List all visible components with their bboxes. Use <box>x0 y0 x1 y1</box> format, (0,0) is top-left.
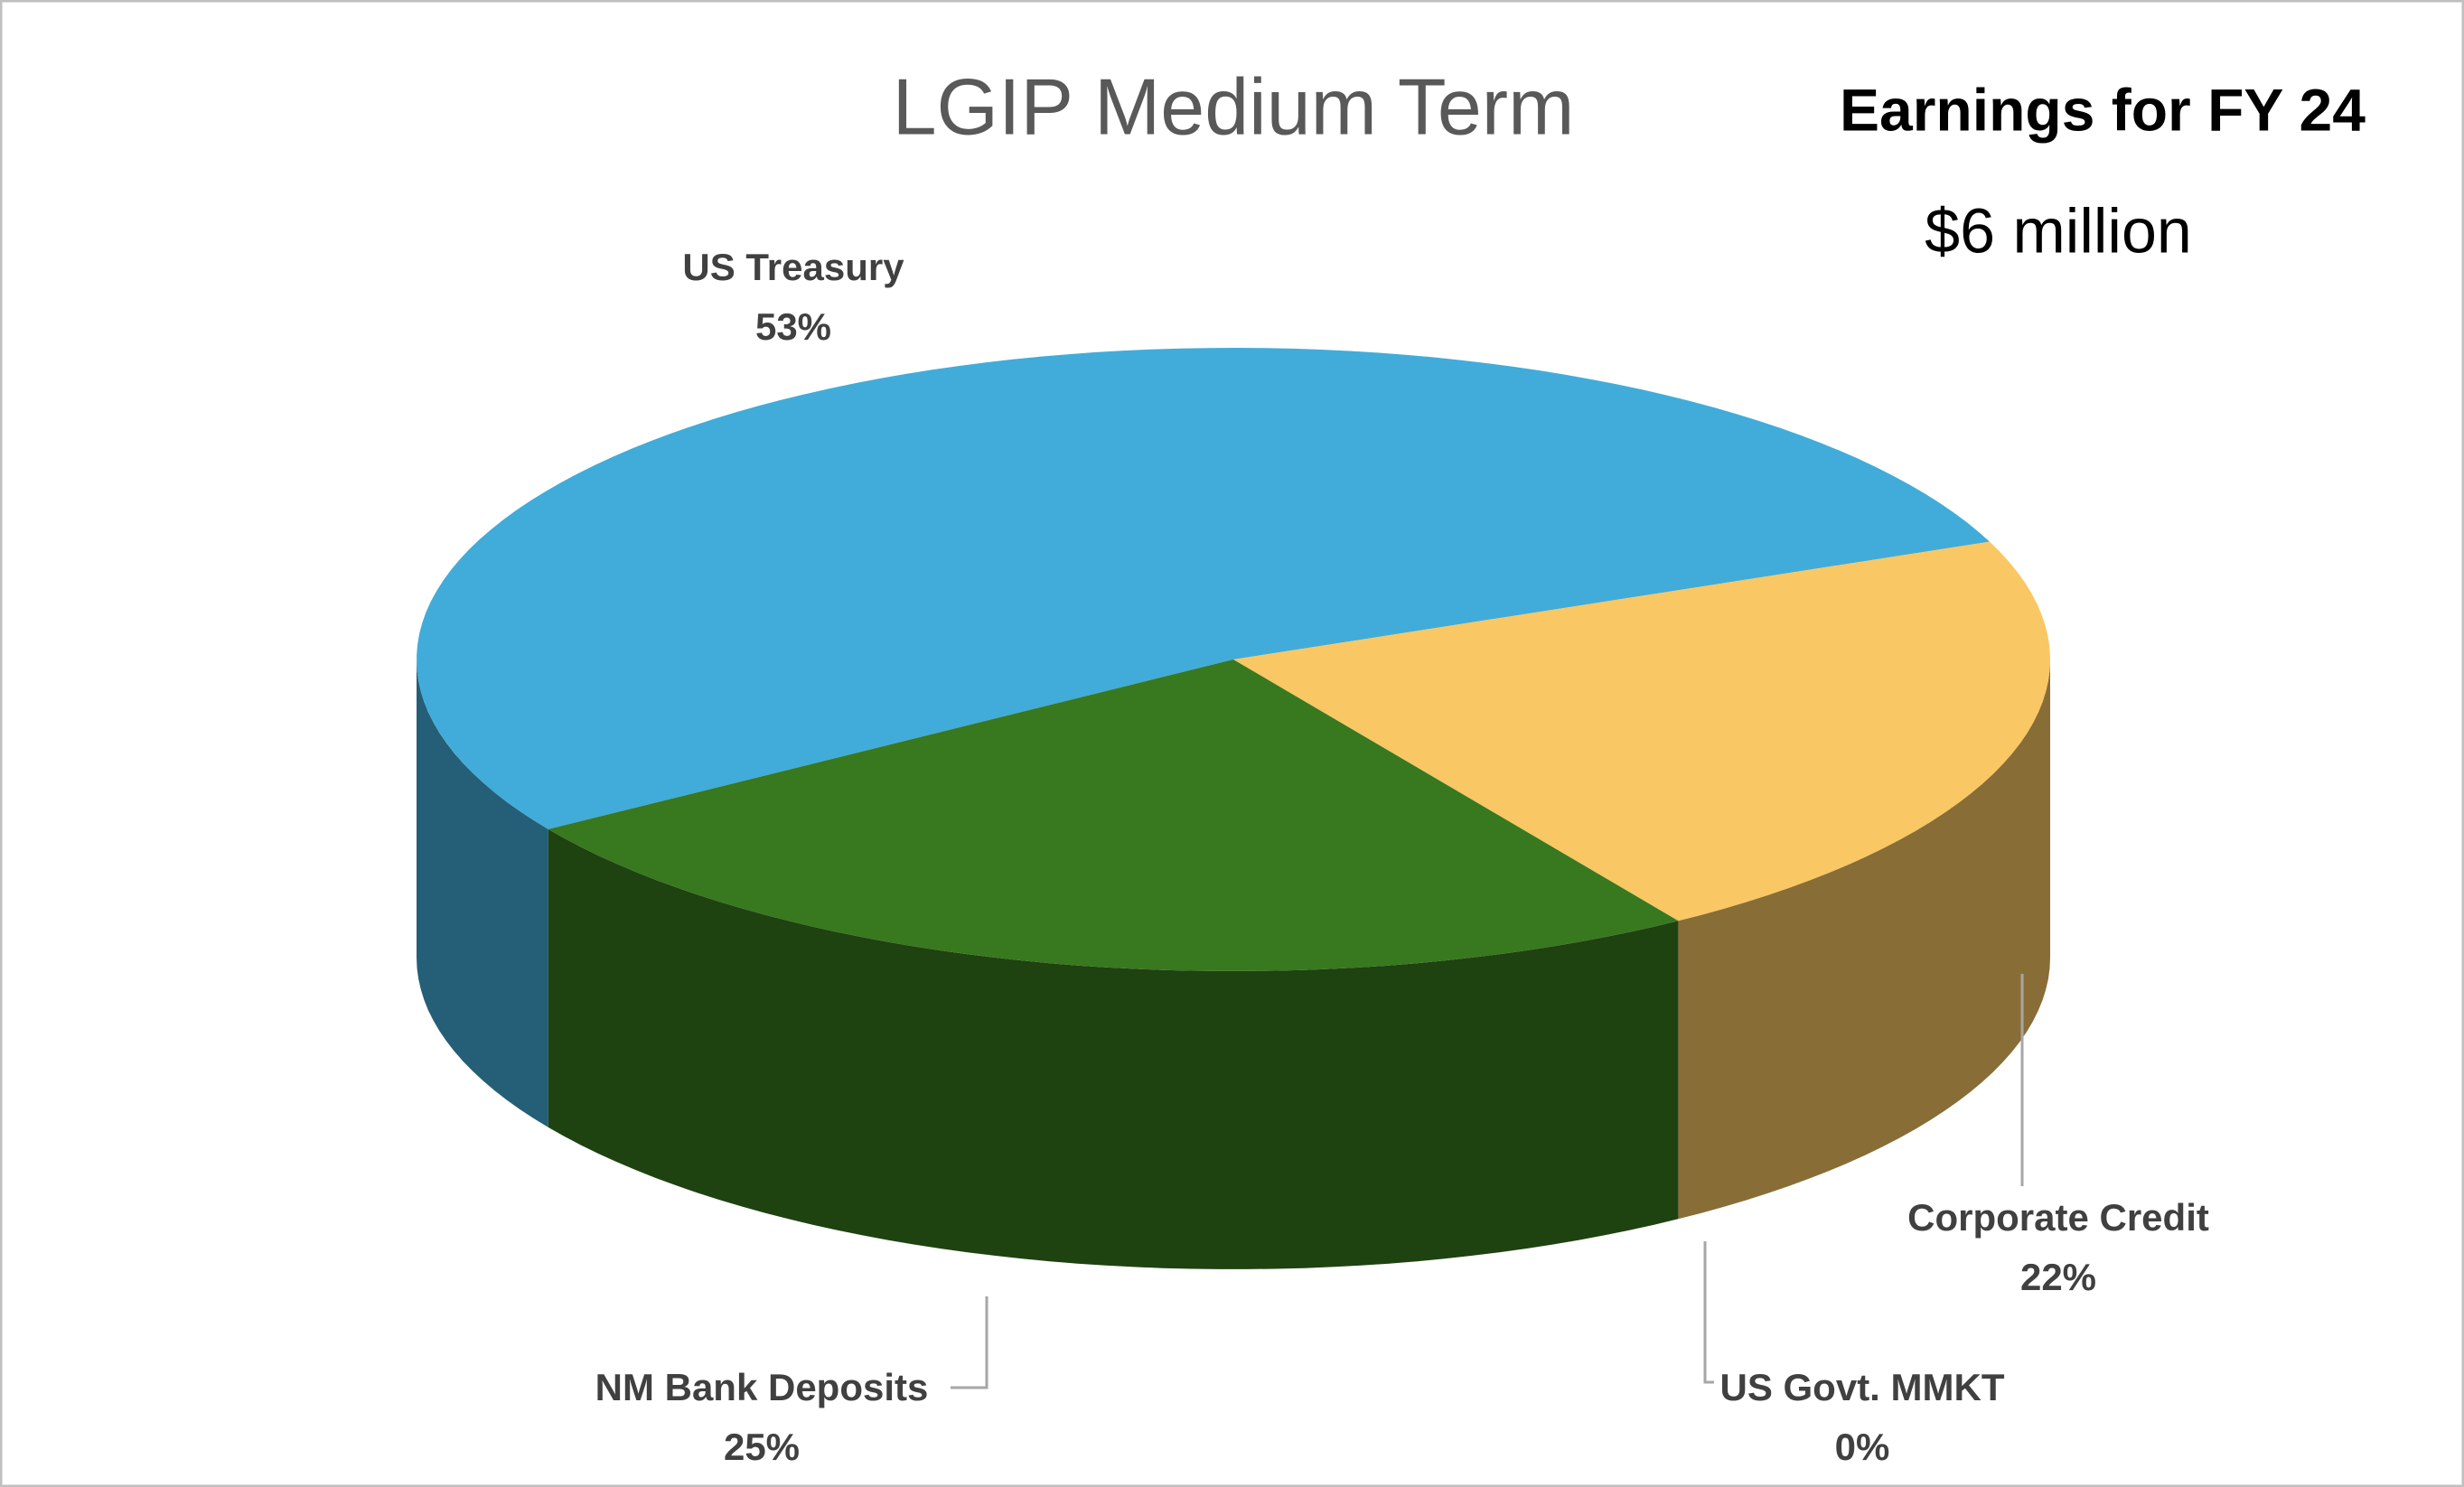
data-label-value: 53% <box>755 305 831 348</box>
data-label-name: NM Bank Deposits <box>595 1366 929 1408</box>
data-label-name: Corporate Credit <box>1907 1196 2209 1239</box>
slice-top <box>1233 541 2050 921</box>
slice-top <box>417 348 1991 829</box>
data-label-name: US Govt. MMKT <box>1720 1366 2005 1408</box>
slice-side <box>548 828 1679 1269</box>
slice-side <box>417 659 548 1127</box>
slice-top <box>548 659 1679 971</box>
leader-line <box>1703 1241 1714 1384</box>
chart-title: LGIP Medium Term <box>893 61 1575 151</box>
slice-side <box>1678 659 2050 1220</box>
data-label-value: 0% <box>1835 1426 1890 1468</box>
pie <box>417 348 2050 1269</box>
annotation: $6 million <box>1925 195 2192 266</box>
leader-line <box>951 1296 988 1389</box>
annotation: Earnings for FY 24 <box>1840 76 2366 143</box>
leader-lines <box>951 974 2024 1389</box>
data-label-value: 25% <box>724 1426 800 1468</box>
data-label-name: US Treasury <box>682 246 904 288</box>
data-label-value: 22% <box>2020 1256 2096 1298</box>
